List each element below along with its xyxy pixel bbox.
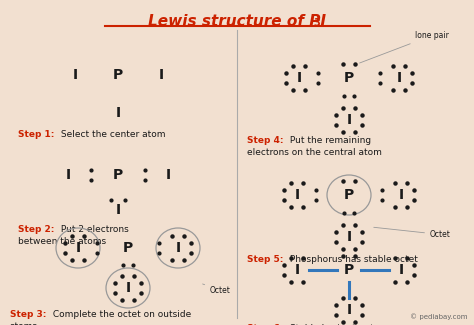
Text: Step 6:: Step 6:: [247, 324, 283, 325]
Text: P: P: [344, 263, 354, 277]
Text: P: P: [113, 168, 123, 182]
Text: P: P: [123, 241, 133, 255]
Text: I: I: [158, 68, 164, 82]
Text: I: I: [75, 241, 81, 255]
Text: Octet: Octet: [202, 284, 231, 295]
Text: I: I: [396, 71, 401, 85]
Text: atoms: atoms: [10, 322, 38, 325]
Text: Lewis structure of PI: Lewis structure of PI: [148, 14, 326, 29]
Text: I: I: [116, 106, 120, 120]
Text: Complete the octet on outside: Complete the octet on outside: [50, 310, 191, 319]
Text: between the atoms: between the atoms: [18, 237, 106, 246]
Text: Put 2 electrons: Put 2 electrons: [58, 225, 129, 234]
Text: I: I: [346, 303, 352, 317]
Text: Step 3:: Step 3:: [10, 310, 46, 319]
Text: P: P: [113, 68, 123, 82]
Text: lone pair: lone pair: [360, 31, 449, 63]
Text: I: I: [165, 168, 171, 182]
Text: Select the center atom: Select the center atom: [58, 130, 165, 139]
Text: Put the remaining: Put the remaining: [287, 136, 371, 145]
Text: I: I: [296, 71, 301, 85]
Text: © pediabay.com: © pediabay.com: [410, 313, 468, 320]
Text: electrons on the central atom: electrons on the central atom: [247, 148, 382, 157]
Text: Step 1:: Step 1:: [18, 130, 55, 139]
Text: I: I: [73, 68, 78, 82]
Text: I: I: [294, 263, 300, 277]
Text: I: I: [294, 188, 300, 202]
Text: P: P: [344, 71, 354, 85]
Text: P: P: [344, 188, 354, 202]
Text: I: I: [65, 168, 71, 182]
Text: I: I: [126, 281, 130, 295]
Text: I: I: [346, 230, 352, 244]
Text: Phosphorus has stable octet: Phosphorus has stable octet: [287, 255, 418, 264]
Text: I: I: [346, 113, 352, 127]
Text: I: I: [399, 263, 403, 277]
Text: Step 5:: Step 5:: [247, 255, 283, 264]
Text: I: I: [175, 241, 181, 255]
Text: Stable lewis structure: Stable lewis structure: [287, 324, 389, 325]
Text: I: I: [399, 188, 403, 202]
Text: I: I: [116, 203, 120, 217]
Text: Octet: Octet: [374, 227, 451, 239]
Text: 3: 3: [313, 18, 320, 28]
Text: Step 4:: Step 4:: [247, 136, 283, 145]
Text: Step 2:: Step 2:: [18, 225, 55, 234]
